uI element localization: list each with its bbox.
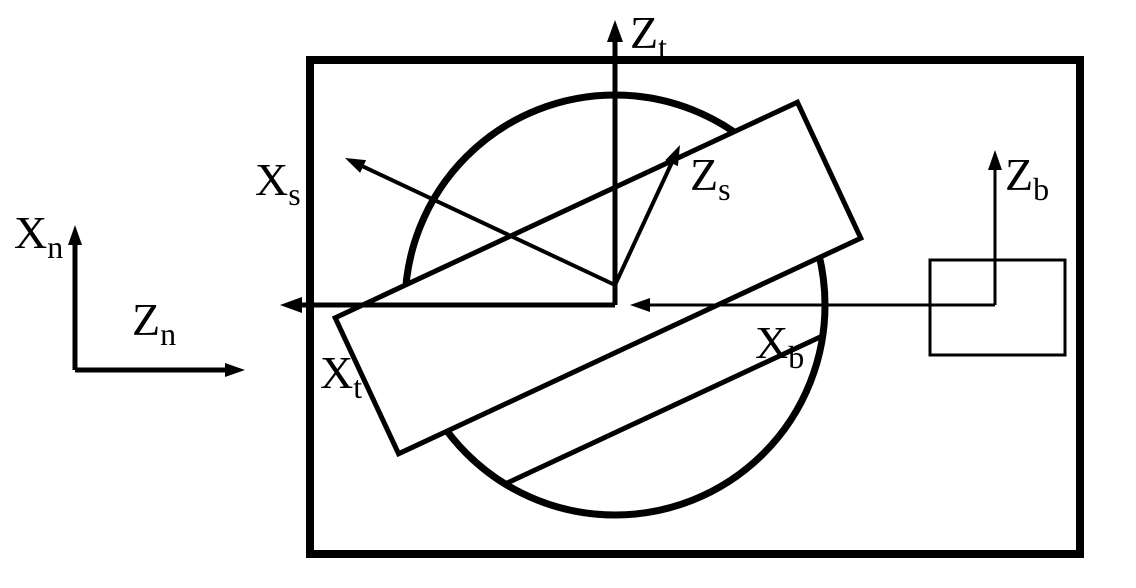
coordinate-frames-diagram: XnZnXtZtXsZsXbZb bbox=[0, 0, 1136, 588]
small-rect bbox=[930, 260, 1065, 355]
axis-n-z bbox=[75, 363, 245, 377]
label-Zt: Zt bbox=[630, 7, 667, 65]
label-Zn: Zn bbox=[132, 294, 176, 352]
label-Xs: Xs bbox=[255, 154, 301, 212]
label-Xn: Xn bbox=[14, 207, 63, 265]
label-Zb: Zb bbox=[1005, 149, 1049, 207]
axis-n-x bbox=[68, 225, 82, 370]
